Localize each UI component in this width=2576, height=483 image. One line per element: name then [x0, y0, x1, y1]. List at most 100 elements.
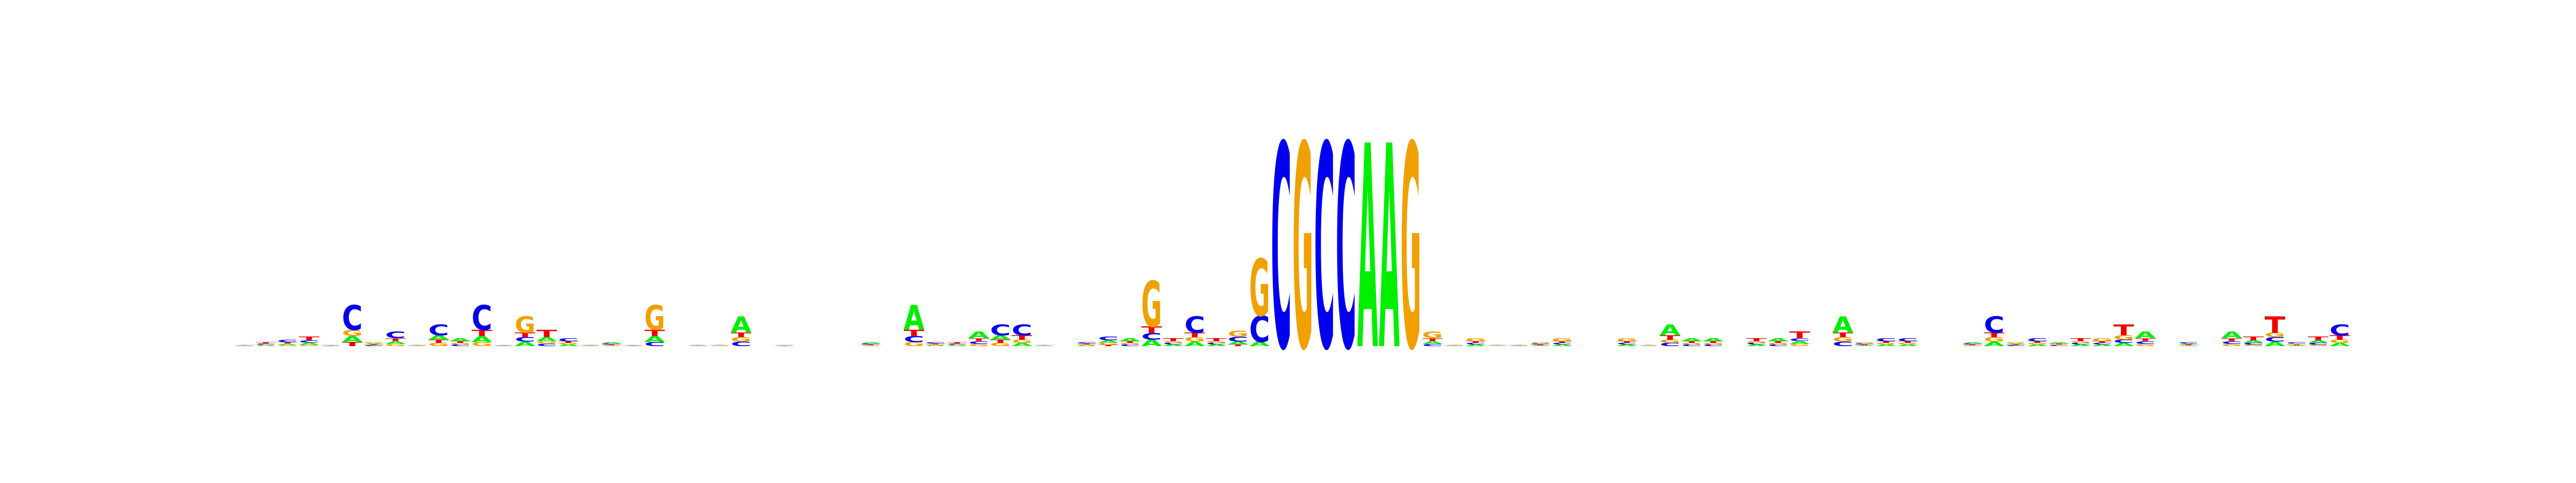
logo-letter-A-pos-97: A: [2308, 340, 2329, 343]
logo-letter-G-pos-14: G: [515, 312, 536, 338]
logo-letter-C-pos-51: C: [1314, 88, 1335, 413]
logo-letter-G-pos-94: G: [2243, 345, 2264, 347]
logo-letter-A-pos-37: A: [1012, 342, 1033, 348]
logo-letter-T-pos-88: T: [2113, 321, 2134, 339]
logo-letter-G-pos-61: G: [1530, 341, 1551, 343]
logo-letter-A-pos-24: A: [731, 312, 752, 338]
logo-letter-G-pos-78: G: [1897, 342, 1918, 345]
logo-letter-T-pos-7: T: [363, 345, 385, 346]
logo-letter-G-pos-20: G: [645, 298, 665, 338]
logo-letter-C-pos-69: C: [1703, 344, 1724, 347]
logo-letter-T-pos-84: T: [2027, 341, 2048, 343]
logo-letter-A-pos-93: A: [2221, 330, 2242, 340]
logo-letter-T-pos-82: T: [1984, 332, 2004, 339]
logo-letter-G-pos-77: G: [1876, 342, 1897, 345]
logo-letter-A-pos-56: A: [1422, 340, 1443, 345]
logo-letter-C-pos-78: C: [1897, 338, 1918, 342]
logo-letter-C-pos-94: C: [2243, 342, 2264, 346]
logo-letter-C-pos-97: C: [2308, 342, 2329, 346]
logo-letter-T-pos-13: T: [493, 345, 515, 346]
logo-letter-A-pos-45: A: [1184, 340, 1205, 348]
logo-letter-A-pos-2: A: [255, 345, 277, 346]
logo-letter-C-pos-91: C: [2178, 341, 2199, 343]
logo-letter-C-pos-87: C: [2092, 342, 2113, 345]
logo-letter-A-pos-41: A: [1098, 340, 1119, 343]
logo-letter-C-pos-41: C: [1098, 335, 1119, 342]
logo-letter-C-pos-43: C: [1141, 332, 1162, 342]
logo-letter-A-pos-15: A: [536, 336, 557, 342]
logo-letter-C-pos-85: C: [2048, 345, 2069, 347]
logo-letter-C-pos-30: C: [860, 343, 881, 345]
logo-letter-A-pos-44: A: [1163, 344, 1184, 347]
logo-letter-C-pos-83: C: [2006, 345, 2026, 347]
logo-letter-T-pos-78: T: [1897, 341, 1918, 343]
logo-letter-T-pos-6: T: [342, 341, 363, 347]
logo-letter-T-pos-18: T: [601, 345, 623, 346]
logo-letter-G-pos-82: G: [1984, 336, 2004, 343]
logo-letter-T-pos-42: T: [1119, 341, 1140, 343]
logo-letter-A-pos-84: A: [2027, 344, 2048, 347]
logo-letter-G-pos-55: G: [1401, 87, 1422, 413]
logo-letter-A-pos-40: A: [1077, 345, 1098, 346]
logo-letter-G-pos-66: G: [1638, 345, 1659, 346]
logo-letter-T-pos-96: T: [2286, 345, 2308, 346]
logo-letter-C-pos-2: C: [255, 343, 276, 345]
logo-letter-G-pos-98: G: [2330, 339, 2351, 344]
logo-letter-C-pos-7: C: [363, 345, 384, 347]
logo-letter-A-pos-36: A: [990, 334, 1011, 341]
logo-letter-T-pos-19: T: [623, 345, 644, 346]
logo-letter-A-pos-98: A: [2330, 342, 2351, 348]
logo-letter-C-pos-93: C: [2221, 340, 2242, 345]
logo-letter-T-pos-4: T: [299, 335, 320, 342]
logo-letter-T-pos-2: T: [255, 342, 277, 344]
logo-letter-A-pos-47: A: [1228, 341, 1249, 346]
logo-letter-C-pos-4: C: [299, 340, 320, 343]
logo-letter-T-pos-33: T: [925, 343, 947, 345]
logo-letter-T-pos-22: T: [687, 345, 709, 346]
logo-letter-C-pos-89: C: [2135, 340, 2156, 345]
logo-letter-T-pos-71: T: [1746, 337, 1767, 342]
logo-letter-C-pos-98: C: [2330, 321, 2351, 339]
logo-letter-C-pos-10: C: [428, 321, 449, 339]
logo-letter-G-pos-76: G: [1854, 341, 1875, 343]
logo-letter-A-pos-71: A: [1746, 344, 1767, 347]
logo-letter-G-pos-42: G: [1119, 342, 1140, 345]
logo-letter-A-pos-48: A: [1249, 340, 1270, 347]
logo-letter-G-pos-35: G: [968, 343, 989, 347]
logo-letter-T-pos-97: T: [2308, 335, 2329, 342]
logo-letter-C-pos-82: C: [1984, 312, 2004, 339]
logo-letter-G-pos-26: G: [774, 345, 795, 346]
logo-letter-A-pos-77: A: [1876, 344, 1897, 347]
logo-letter-T-pos-10: T: [428, 339, 449, 344]
logo-letter-A-pos-83: A: [2006, 343, 2027, 345]
logo-letter-T-pos-38: T: [1033, 345, 1055, 346]
logo-letter-A-pos-18: A: [601, 342, 622, 344]
logo-letter-T-pos-44: T: [1163, 337, 1184, 342]
logo-letter-G-pos-32: G: [904, 341, 925, 347]
logo-letter-A-pos-72: A: [1768, 338, 1789, 342]
logo-letter-C-pos-48: C: [1249, 309, 1270, 351]
logo-letter-G-pos-88: G: [2113, 334, 2134, 341]
logo-letter-C-pos-72: C: [1768, 344, 1789, 347]
logo-letter-T-pos-89: T: [2135, 338, 2156, 342]
logo-letter-T-pos-81: T: [1962, 345, 1984, 346]
logo-letter-T-pos-73: T: [1789, 330, 1810, 341]
logo-letter-G-pos-65: G: [1616, 338, 1637, 342]
logo-letter-C-pos-35: C: [968, 340, 989, 345]
logo-letter-A-pos-54: A: [1379, 88, 1400, 413]
logo-letter-T-pos-14: T: [515, 332, 536, 339]
logo-letter-G-pos-40: G: [1077, 344, 1097, 346]
logo-letter-T-pos-17: T: [580, 345, 601, 346]
logo-letter-C-pos-71: C: [1746, 342, 1767, 345]
logo-letter-T-pos-86: T: [2070, 337, 2091, 342]
logo-letter-T-pos-8: T: [385, 338, 406, 342]
logo-letter-T-pos-56: T: [1422, 338, 1443, 342]
logo-letter-C-pos-3: C: [277, 339, 298, 343]
logo-letter-G-pos-12: G: [472, 341, 493, 347]
logo-letter-T-pos-68: T: [1681, 341, 1702, 343]
logo-letter-G-pos-97: G: [2308, 345, 2329, 347]
logo-letter-C-pos-95: C: [2265, 336, 2286, 343]
logo-letter-T-pos-95: T: [2265, 312, 2286, 338]
logo-letter-C-pos-15: C: [536, 343, 557, 347]
logo-letter-G-pos-87: G: [2092, 338, 2113, 342]
